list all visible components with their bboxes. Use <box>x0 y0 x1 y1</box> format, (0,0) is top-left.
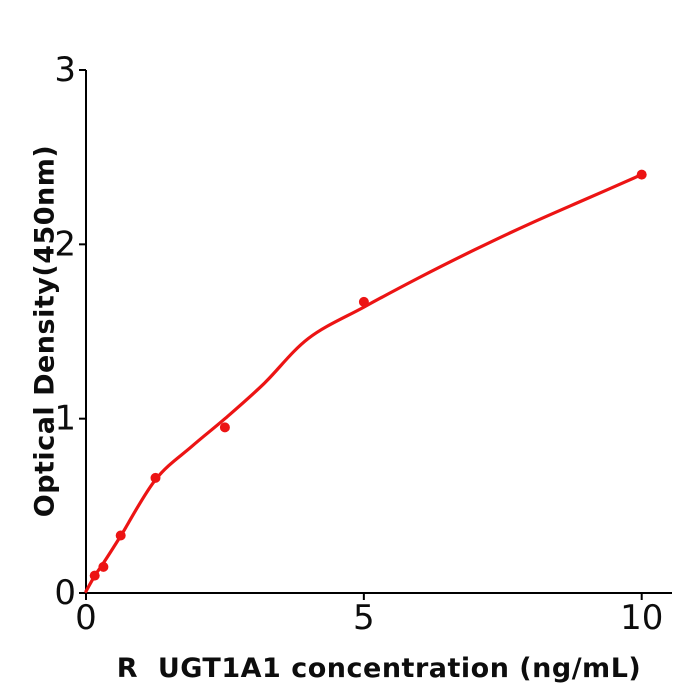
fitted-curve <box>84 173 644 593</box>
y-tick-label: 0 <box>54 573 76 613</box>
data-point <box>636 169 647 180</box>
data-point <box>115 530 126 541</box>
y-tick-label: 1 <box>54 399 76 439</box>
y-tick-label: 2 <box>54 224 76 264</box>
x-tick-label: 10 <box>620 598 663 638</box>
x-tick-label: 0 <box>75 598 97 638</box>
y-tick-label: 3 <box>54 50 76 90</box>
data-point <box>89 570 100 581</box>
data-point <box>98 561 109 572</box>
y-axis-title: Optical Density(450nm) <box>29 144 61 518</box>
data-point <box>219 422 230 433</box>
data-point <box>150 472 161 483</box>
x-tick-label: 5 <box>353 598 375 638</box>
x-axis-title: R UGT1A1 concentration (ng/mL) <box>116 653 642 684</box>
axis-spines <box>85 70 672 594</box>
data-point <box>358 296 369 307</box>
